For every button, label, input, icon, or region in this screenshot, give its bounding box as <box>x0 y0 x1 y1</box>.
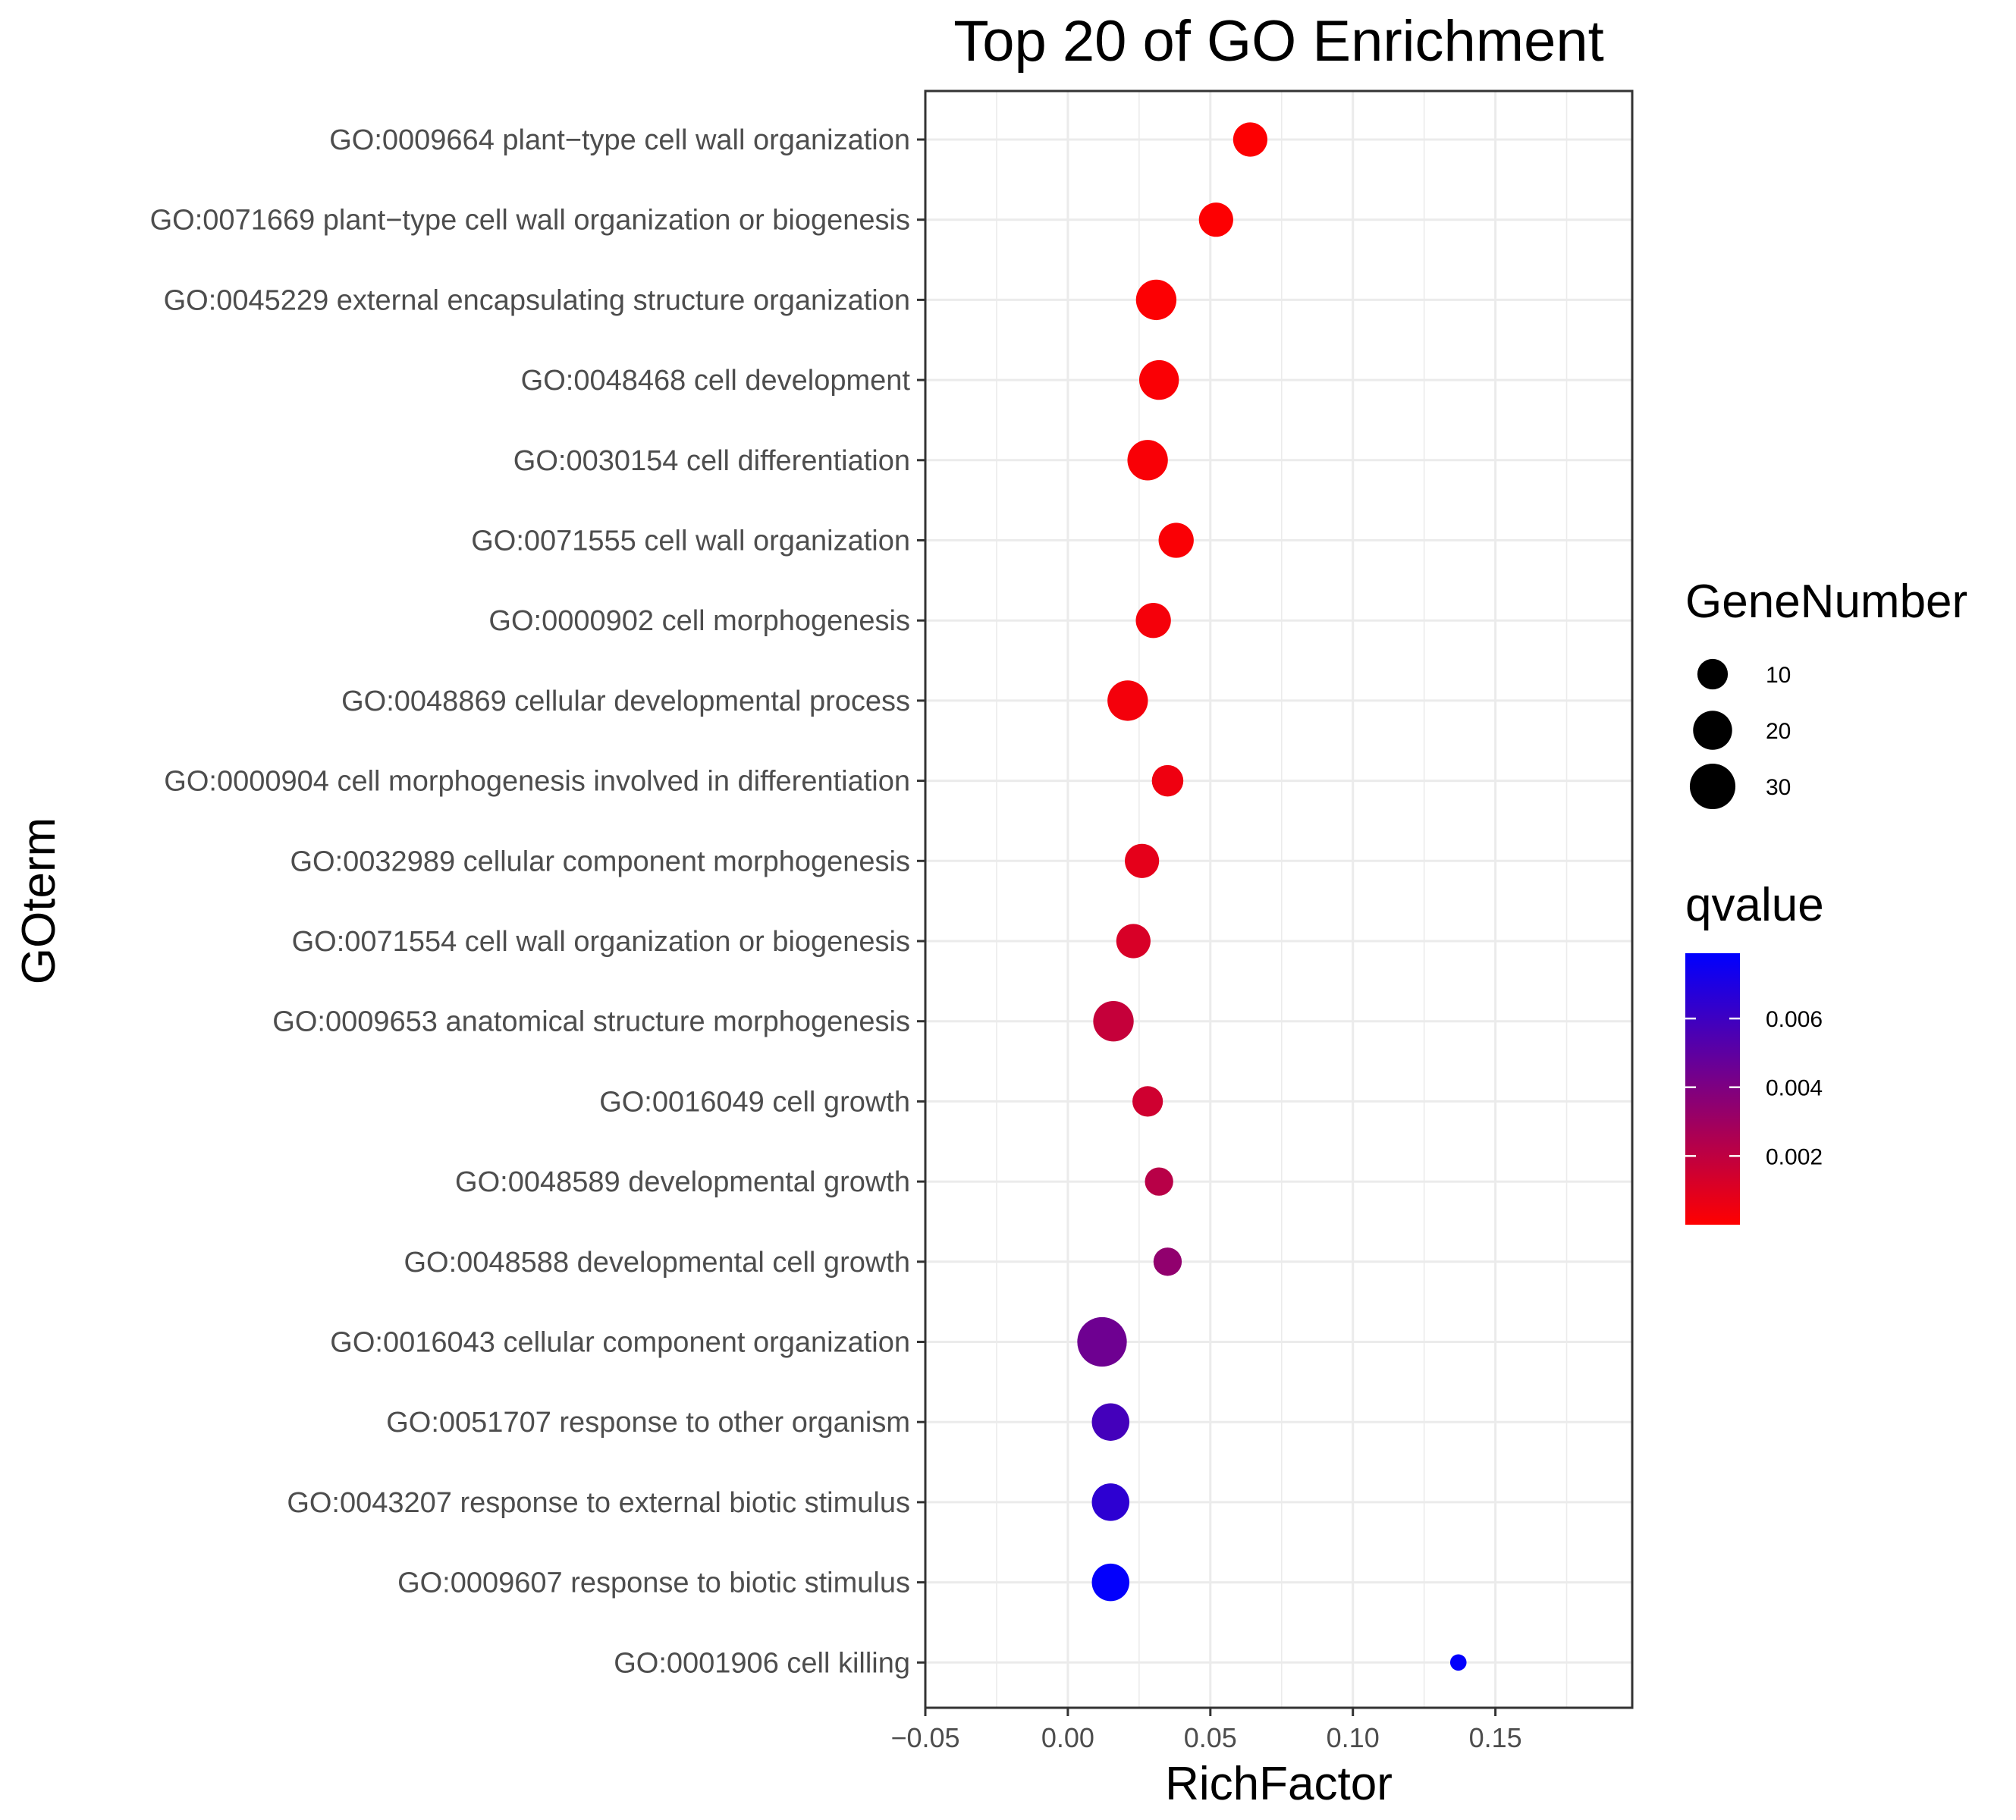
gene-number-legend: GeneNumber 10 20 30 <box>1685 576 1967 810</box>
x-tick-label: 0.10 <box>1327 1722 1380 1753</box>
qvalue-tick-label: 0.006 <box>1766 1007 1823 1032</box>
y-tick-label: GO:0045229 external encapsulating struct… <box>164 284 910 316</box>
y-tick-label: GO:0009664 plant−type cell wall organiza… <box>329 124 910 156</box>
gene-number-legend-title: GeneNumber <box>1685 576 1967 628</box>
plot-panel <box>925 91 1632 1708</box>
gene-number-legend-label: 20 <box>1766 719 1791 744</box>
x-tick-label: 0.05 <box>1184 1722 1237 1753</box>
y-tick-label: GO:0048588 developmental cell growth <box>404 1247 910 1279</box>
y-tick-label: GO:0016049 cell growth <box>599 1086 910 1118</box>
data-point <box>1093 1001 1134 1042</box>
y-tick-label: GO:0030154 cell differentiation <box>513 445 910 477</box>
data-point <box>1145 1167 1173 1196</box>
y-tick-label: GO:0009607 response to biotic stimulus <box>397 1567 910 1599</box>
data-point <box>1138 359 1179 400</box>
data-point <box>1127 440 1168 481</box>
data-point <box>1233 122 1268 157</box>
x-axis: −0.05 0.00 0.05 0.10 0.15 <box>890 1708 1522 1753</box>
data-point <box>1135 603 1171 639</box>
y-tick-label: GO:0071669 plant−type cell wall organiza… <box>150 205 910 237</box>
qvalue-colorbar <box>1685 953 1740 1225</box>
y-axis-title: GOterm <box>13 817 65 984</box>
data-point <box>1135 279 1177 321</box>
gene-number-legend-label: 10 <box>1766 663 1791 688</box>
panel-grid <box>924 91 1632 1708</box>
y-tick-label: GO:0048468 cell development <box>521 365 911 397</box>
x-axis-title: RichFactor <box>1165 1758 1393 1810</box>
data-point <box>1077 1316 1127 1367</box>
data-points <box>1077 122 1467 1671</box>
gene-number-legend-key <box>1689 763 1736 810</box>
y-tick-label: GO:0071555 cell wall organization <box>471 526 910 557</box>
y-tick-label: GO:0048589 developmental growth <box>455 1166 910 1198</box>
y-tick-label: GO:0016043 cellular component organizati… <box>330 1327 910 1359</box>
plot-panel-border <box>924 89 1634 1709</box>
gene-number-legend-key <box>1693 711 1732 750</box>
x-tick-label: 0.15 <box>1469 1722 1522 1753</box>
y-tick-label: GO:0009653 anatomical structure morphoge… <box>272 1006 910 1038</box>
data-point <box>1091 1403 1130 1441</box>
data-point <box>1125 843 1160 878</box>
y-axis: GO:0009664 plant−type cell wall organiza… <box>150 124 925 1679</box>
data-point <box>1107 680 1148 721</box>
y-tick-label: GO:0000904 cell morphogenesis involved i… <box>164 766 910 798</box>
y-tick-label: GO:0043207 response to external biotic s… <box>287 1487 910 1519</box>
x-tick-label: −0.05 <box>890 1722 959 1753</box>
qvalue-legend-title: qvalue <box>1685 879 1824 931</box>
qvalue-legend: qvalue 0.002 0.004 0.006 <box>1685 879 1824 1225</box>
data-point <box>1153 1247 1182 1276</box>
data-point <box>1449 1654 1467 1671</box>
gene-number-legend-key <box>1697 658 1729 690</box>
y-tick-label: GO:0032989 cellular component morphogene… <box>290 846 910 877</box>
data-point <box>1132 1086 1163 1117</box>
chart-title: Top 20 of GO Enrichment <box>953 9 1604 74</box>
gene-number-legend-label: 30 <box>1766 775 1791 800</box>
y-tick-label: GO:0071554 cell wall organization or bio… <box>292 926 910 958</box>
qvalue-tick-label: 0.002 <box>1766 1144 1823 1169</box>
y-tick-label: GO:0000902 cell morphogenesis <box>488 605 910 637</box>
data-point <box>1116 924 1151 959</box>
data-point <box>1151 764 1184 797</box>
qvalue-tick-label: 0.004 <box>1766 1076 1823 1101</box>
y-tick-label: GO:0051707 response to other organism <box>386 1407 910 1439</box>
data-point <box>1091 1483 1130 1521</box>
data-point <box>1198 202 1233 237</box>
y-tick-label: GO:0048869 cellular developmental proces… <box>341 686 910 717</box>
y-tick-label: GO:0001906 cell killing <box>614 1647 910 1679</box>
data-point <box>1091 1563 1130 1602</box>
x-tick-label: 0.00 <box>1041 1722 1094 1753</box>
data-point <box>1158 522 1194 558</box>
